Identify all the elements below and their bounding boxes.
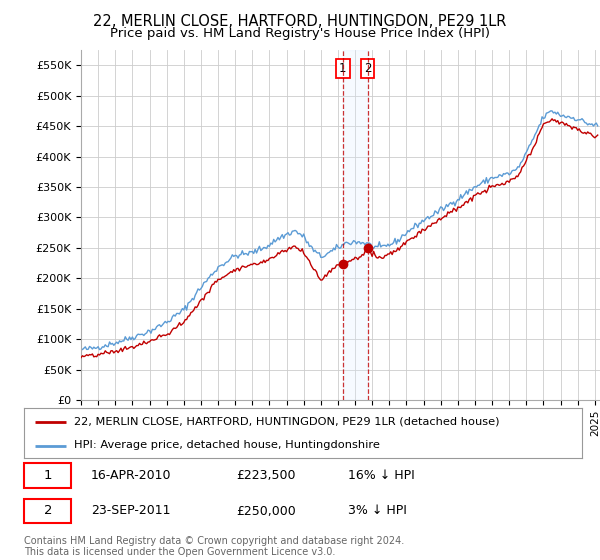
- Text: Price paid vs. HM Land Registry's House Price Index (HPI): Price paid vs. HM Land Registry's House …: [110, 27, 490, 40]
- Text: 22, MERLIN CLOSE, HARTFORD, HUNTINGDON, PE29 1LR: 22, MERLIN CLOSE, HARTFORD, HUNTINGDON, …: [94, 14, 506, 29]
- Text: HPI: Average price, detached house, Huntingdonshire: HPI: Average price, detached house, Hunt…: [74, 441, 380, 450]
- Text: £223,500: £223,500: [236, 469, 296, 482]
- Text: 16-APR-2010: 16-APR-2010: [91, 469, 172, 482]
- Text: 1: 1: [339, 62, 347, 75]
- Text: £250,000: £250,000: [236, 505, 296, 517]
- Text: 2: 2: [364, 62, 371, 75]
- Text: 23-SEP-2011: 23-SEP-2011: [91, 505, 170, 517]
- Bar: [343, 50, 368, 400]
- FancyBboxPatch shape: [24, 499, 71, 523]
- Text: 1: 1: [44, 469, 52, 482]
- Text: 22, MERLIN CLOSE, HARTFORD, HUNTINGDON, PE29 1LR (detached house): 22, MERLIN CLOSE, HARTFORD, HUNTINGDON, …: [74, 417, 500, 427]
- Text: 3% ↓ HPI: 3% ↓ HPI: [347, 505, 407, 517]
- Text: 2: 2: [44, 505, 52, 517]
- Text: Contains HM Land Registry data © Crown copyright and database right 2024.
This d: Contains HM Land Registry data © Crown c…: [24, 535, 404, 557]
- Text: 16% ↓ HPI: 16% ↓ HPI: [347, 469, 415, 482]
- FancyBboxPatch shape: [24, 464, 71, 488]
